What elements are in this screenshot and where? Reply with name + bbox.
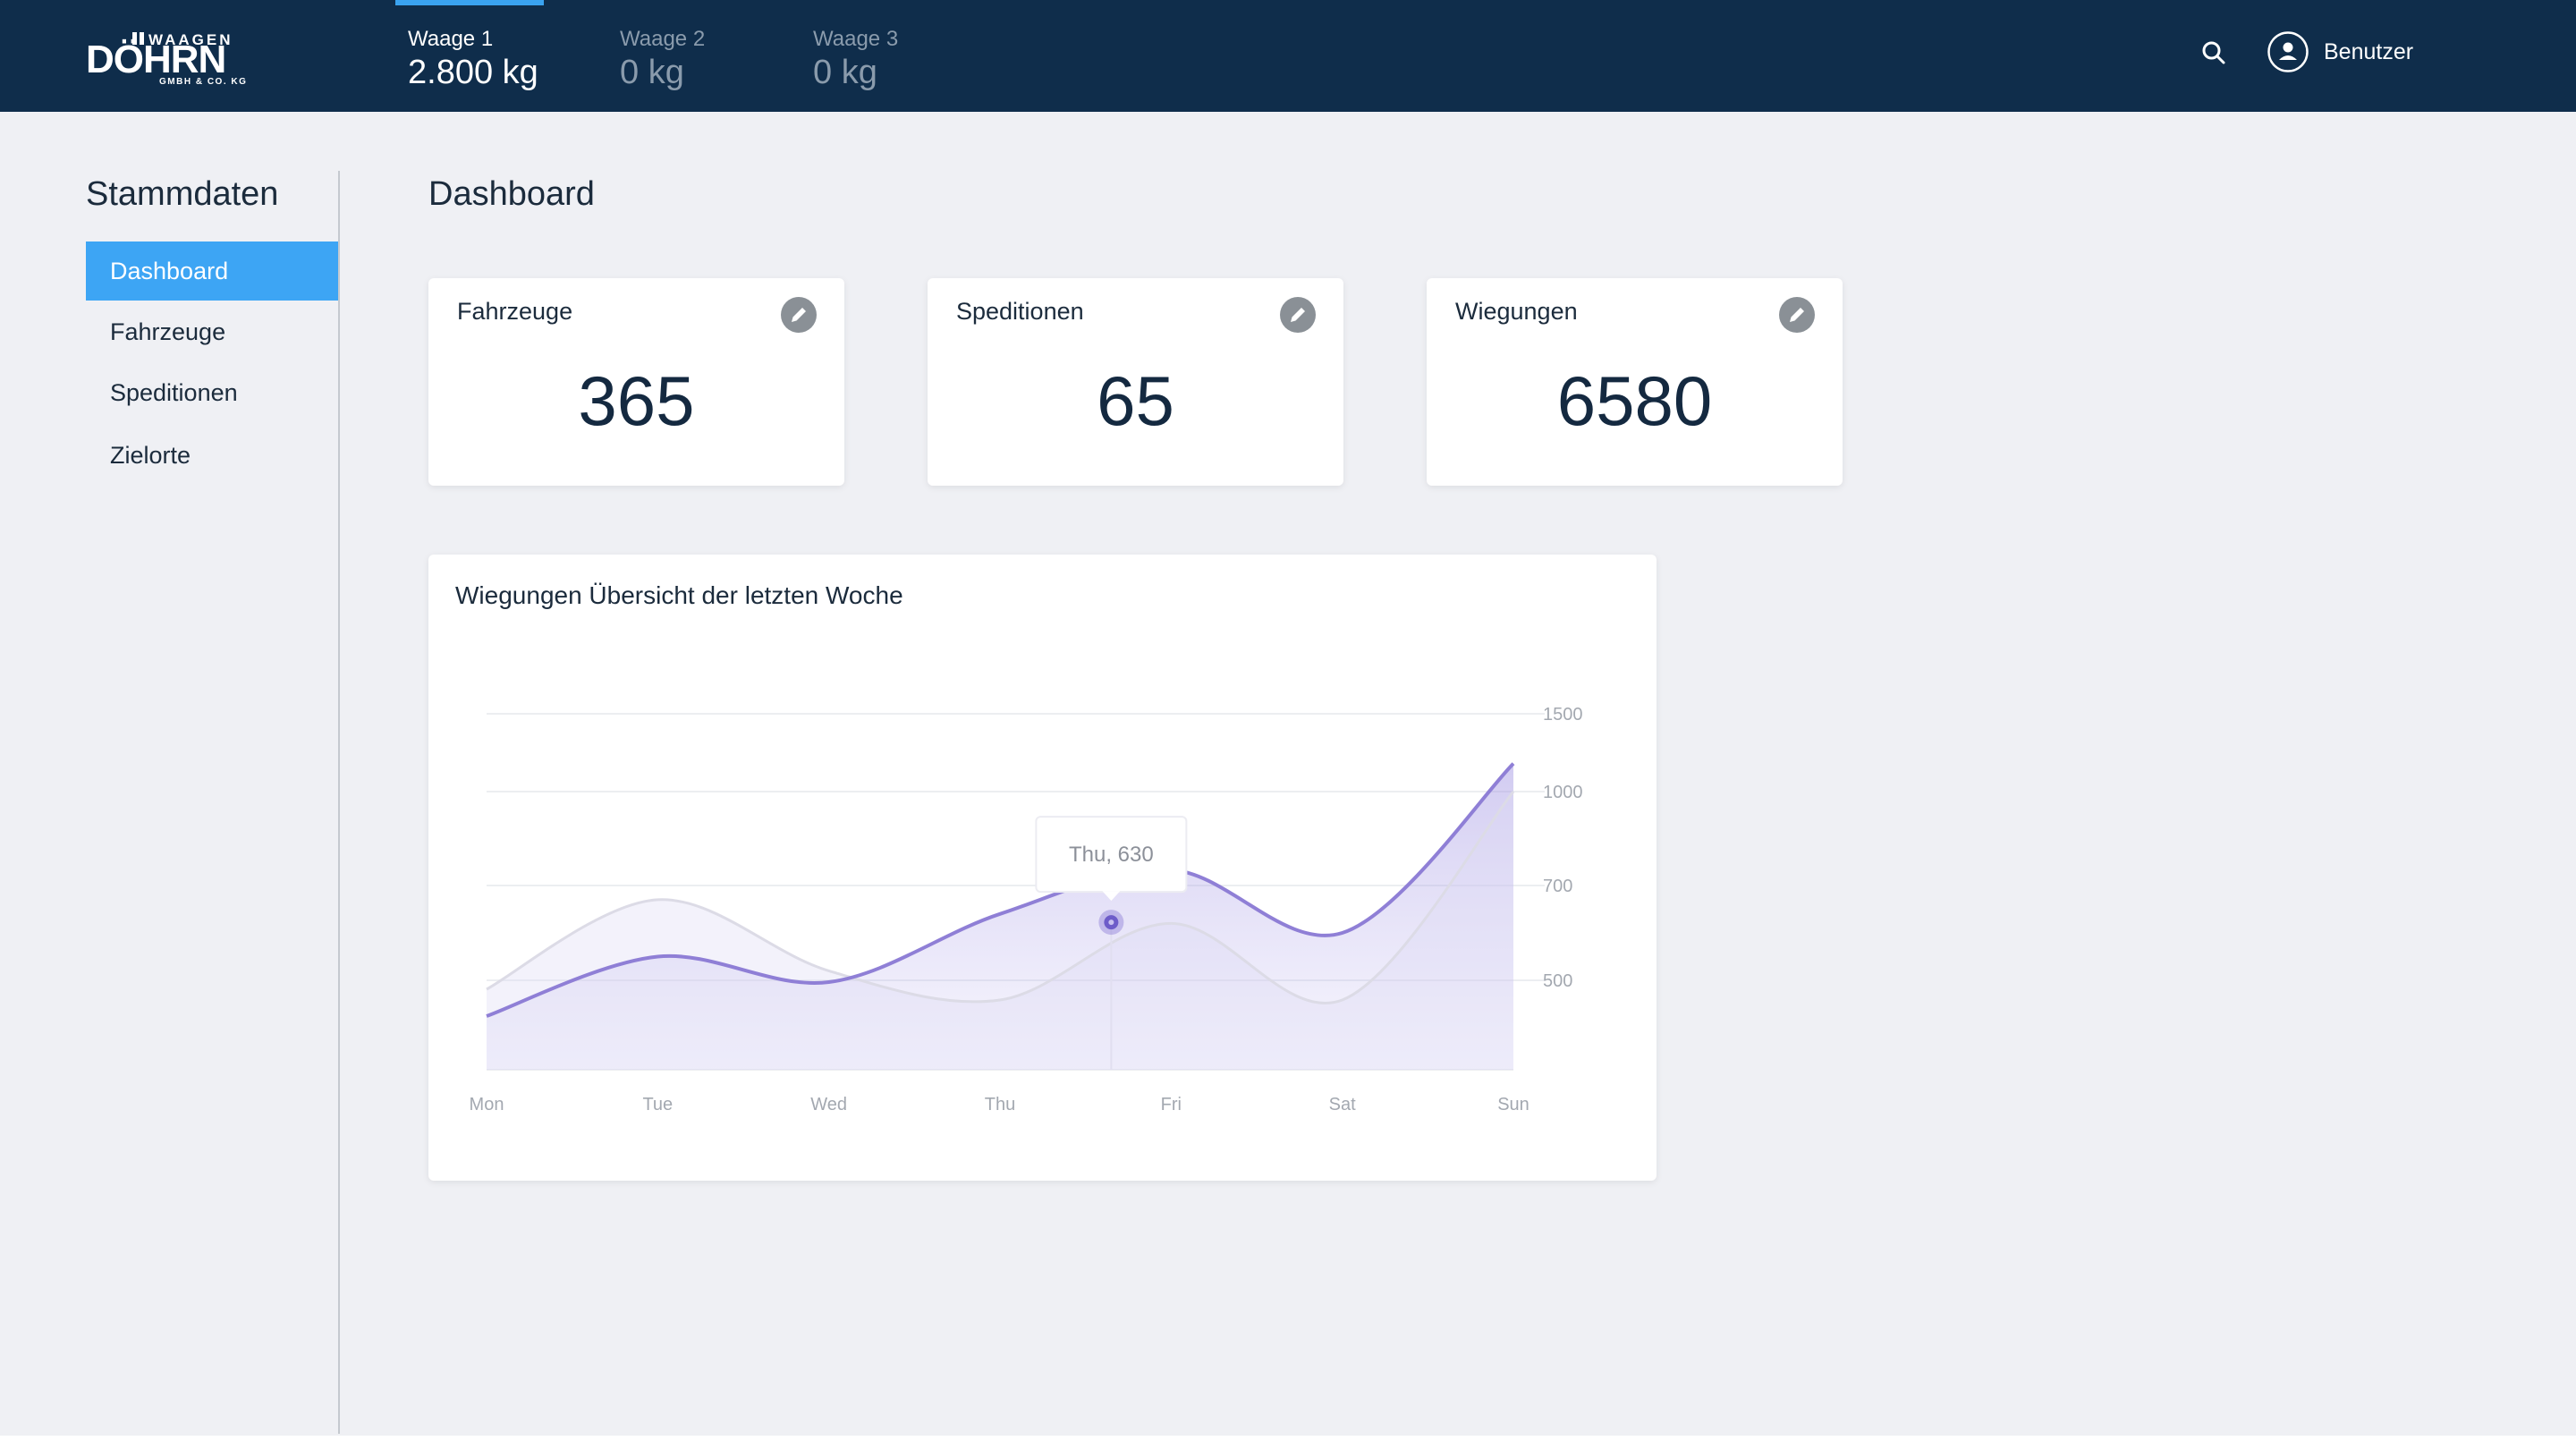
- pencil-icon[interactable]: [1279, 296, 1317, 334]
- card-label: Wiegungen: [1455, 298, 1578, 325]
- x-tick-label: Fri: [1161, 1095, 1182, 1114]
- stat-card-fahrzeuge: Fahrzeuge 365: [428, 278, 844, 486]
- y-tick-label: 500: [1543, 971, 1572, 991]
- x-tick-label: Thu: [985, 1095, 1015, 1114]
- series-line-previous: [486, 791, 1515, 1004]
- top-bar: WAAGEN DÖHRN GMBH & CO. KG Waage 1 2.800…: [0, 0, 2576, 112]
- chart-card: Wiegungen Übersicht der letzten Woche 50…: [428, 555, 1657, 1181]
- tooltip-pointer: [1102, 891, 1121, 902]
- svg-text:WAAGEN: WAAGEN: [148, 31, 233, 48]
- series-line-current: [486, 762, 1515, 1018]
- user-label: Benutzer: [2324, 38, 2414, 64]
- page-title: Dashboard: [428, 175, 595, 213]
- card-label: Fahrzeuge: [457, 298, 573, 325]
- user-menu[interactable]: Benutzer: [2267, 30, 2413, 73]
- company-logo[interactable]: WAAGEN DÖHRN GMBH & CO. KG: [86, 30, 270, 86]
- pencil-icon[interactable]: [780, 296, 818, 334]
- scale-weight: 0 kg: [620, 54, 684, 91]
- pencil-icon[interactable]: [1778, 296, 1816, 334]
- bottom-strip: [0, 1436, 2576, 1449]
- y-tick-label: 1000: [1543, 783, 1583, 802]
- series-area-previous: [487, 792, 1513, 1070]
- scale-name: Waage 2: [620, 27, 706, 51]
- svg-text:GMBH & CO. KG: GMBH & CO. KG: [159, 77, 247, 86]
- x-tick-label: Sun: [1497, 1095, 1530, 1114]
- series-area-current: [487, 763, 1513, 1070]
- sidebar-title: Stammdaten: [86, 175, 279, 213]
- card-value: 6580: [1556, 361, 1713, 440]
- tooltip-point-core: [1108, 919, 1114, 926]
- stat-card-wiegungen: Wiegungen 6580: [1427, 278, 1843, 486]
- search-icon[interactable]: [2200, 39, 2227, 66]
- weighings-chart[interactable]: 500 700 1000 1500 Mon Tue Wed Thu Fri Sat Sun Thu…: [428, 555, 1657, 1181]
- scale-name: Waage 3: [813, 27, 899, 51]
- sidebar-item-speditionen[interactable]: Speditionen: [110, 379, 238, 406]
- x-tick-label: Wed: [810, 1095, 847, 1114]
- x-tick-label: Sat: [1329, 1095, 1356, 1114]
- scale-weight: 0 kg: [813, 54, 877, 91]
- tooltip-label: Thu, 630: [1069, 843, 1154, 867]
- user-circle-icon: [2267, 31, 2309, 72]
- card-value: 65: [1097, 361, 1174, 440]
- svg-text:DÖHRN: DÖHRN: [86, 38, 225, 81]
- x-tick-label: Tue: [642, 1095, 673, 1114]
- card-value: 365: [578, 361, 695, 440]
- y-tick-label: 700: [1543, 877, 1572, 896]
- y-tick-label: 1500: [1543, 705, 1583, 724]
- sidebar-divider: [338, 171, 340, 1434]
- card-label: Speditionen: [956, 298, 1084, 325]
- active-tab-indicator: [395, 0, 544, 5]
- scale-weight: 2.800 kg: [408, 54, 538, 91]
- stat-card-speditionen: Speditionen 65: [928, 278, 1343, 486]
- sidebar-item-fahrzeuge[interactable]: Fahrzeuge: [110, 318, 226, 345]
- chart-title: Wiegungen Übersicht der letzten Woche: [455, 581, 903, 609]
- sidebar-item-dashboard[interactable]: Dashboard: [86, 242, 338, 301]
- sidebar-item-zielorte[interactable]: Zielorte: [110, 442, 191, 469]
- scale-name: Waage 1: [408, 27, 494, 51]
- x-tick-label: Mon: [470, 1095, 504, 1114]
